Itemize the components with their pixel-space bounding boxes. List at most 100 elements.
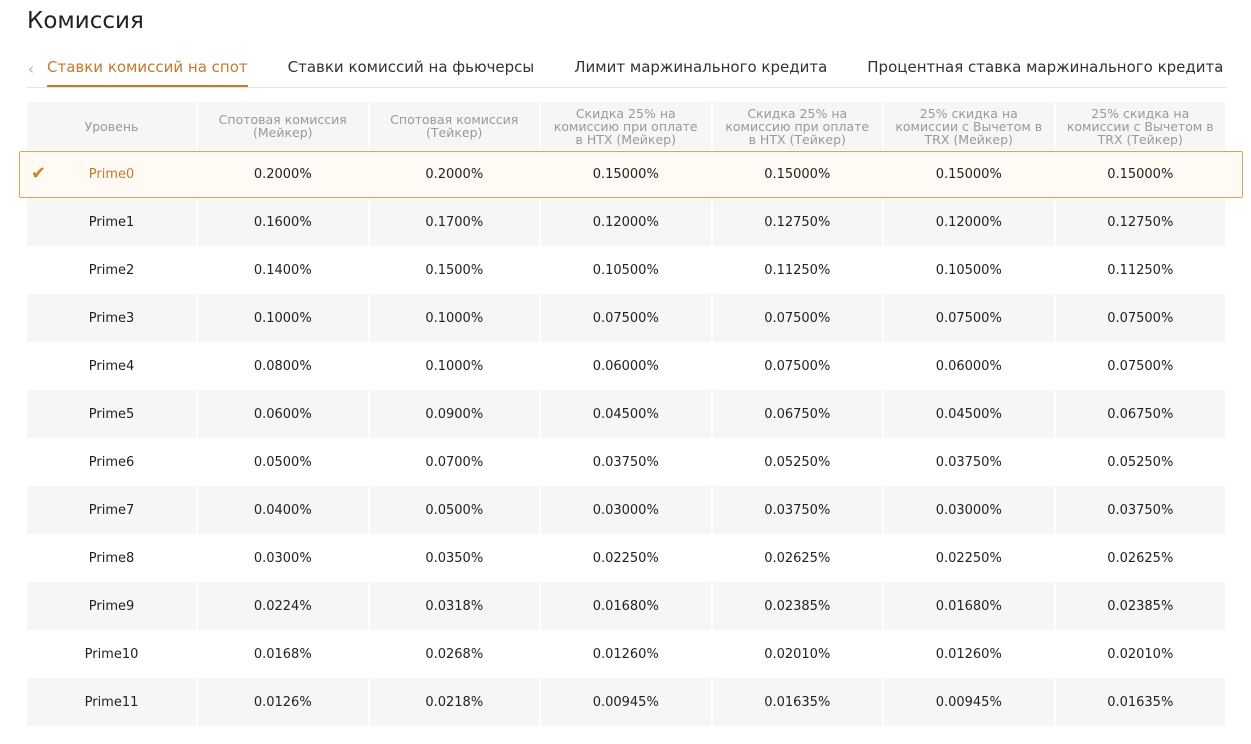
fee-cell: 0.03750%: [712, 486, 882, 534]
fee-cell: 0.04500%: [884, 390, 1054, 438]
fee-cell: 0.0224%: [198, 582, 368, 630]
fee-cell: 0.0800%: [253, 358, 312, 374]
fee-cell: 0.10500%: [935, 262, 1002, 278]
level-cell: Prime2: [88, 262, 135, 278]
fee-cell: 0.05250%: [1107, 454, 1174, 470]
fee-cell: 0.00945%: [884, 678, 1054, 726]
column-header: Скидка 25% на комиссию при оплате в HTX …: [712, 102, 882, 150]
fee-cell: 0.0218%: [369, 678, 539, 726]
fee-cell: 0.1600%: [198, 198, 368, 246]
fee-cell: 0.06750%: [1055, 390, 1225, 438]
fee-cell: 0.01635%: [1055, 678, 1225, 726]
fee-cell: 0.02010%: [1107, 646, 1174, 662]
fee-cell: 0.01680%: [541, 582, 711, 630]
fee-cell: 0.02385%: [712, 582, 882, 630]
level-cell: Prime6: [88, 454, 135, 470]
fee-cell: 0.02625%: [764, 550, 831, 566]
tab[interactable]: Ставки комиссий на спот: [47, 58, 248, 87]
column-header: Спотовая комиссия (Мейкер): [198, 102, 368, 150]
tab[interactable]: Процентная ставка маржинального кредита: [867, 58, 1224, 76]
fee-cell: 0.0268%: [425, 646, 484, 662]
fee-cell: 0.15000%: [1107, 166, 1174, 182]
fee-cell: 0.12750%: [712, 198, 882, 246]
level-cell: Prime11: [27, 678, 196, 726]
fee-cell: 0.03000%: [884, 486, 1054, 534]
fee-cell: 0.03750%: [935, 454, 1002, 470]
fee-cell: 0.01260%: [935, 646, 1002, 662]
fee-cell: 0.1700%: [369, 198, 539, 246]
column-header: Скидка 25% на комиссию при оплате в HTX …: [541, 102, 711, 150]
fee-cell: 0.07500%: [764, 358, 831, 374]
level-cell: Prime7: [27, 486, 196, 534]
fee-cell: 0.06750%: [712, 390, 882, 438]
fee-cell: 0.00945%: [541, 678, 711, 726]
fee-cell: 0.0900%: [369, 390, 539, 438]
fee-cell: 0.03750%: [1055, 486, 1225, 534]
fee-cell: 0.07500%: [1055, 294, 1225, 342]
level-cell: Prime3: [27, 294, 196, 342]
fee-cell: 0.01635%: [712, 678, 882, 726]
fee-cell: 0.12750%: [1055, 198, 1225, 246]
column-header: Спотовая комиссия (Тейкер): [369, 102, 539, 150]
fee-cell: 0.04500%: [541, 390, 711, 438]
fee-cell: 0.11250%: [1107, 262, 1174, 278]
selected-row-highlight: [19, 151, 1243, 198]
fee-cell: 0.1000%: [198, 294, 368, 342]
level-cell: Prime5: [27, 390, 196, 438]
fee-cell: 0.05250%: [764, 454, 831, 470]
fee-cell: 0.1000%: [369, 294, 539, 342]
column-header: 25% скидка на комиссии с Вычетом в TRX (…: [884, 102, 1054, 150]
fee-cell: 0.0168%: [253, 646, 312, 662]
fee-cell: 0.07500%: [1107, 358, 1174, 374]
level-cell: Prime10: [84, 646, 139, 662]
fee-cell: 0.0318%: [369, 582, 539, 630]
fee-cell: 0.0300%: [253, 550, 312, 566]
tab-divider: [27, 87, 1227, 88]
fee-cell: 0.11250%: [764, 262, 831, 278]
page-title: Комиссия: [27, 8, 144, 34]
fee-cell: 0.02010%: [764, 646, 831, 662]
fee-cell: 0.01680%: [884, 582, 1054, 630]
fee-cell: 0.07500%: [884, 294, 1054, 342]
level-cell: Prime1: [27, 198, 196, 246]
fee-cell: 0.15000%: [592, 166, 659, 182]
fee-cell: 0.2000%: [425, 166, 484, 182]
fee-cell: 0.07500%: [712, 294, 882, 342]
column-header: 25% скидка на комиссии с Вычетом в TRX (…: [1055, 102, 1225, 150]
fee-cell: 0.12000%: [541, 198, 711, 246]
fee-cell: 0.06000%: [935, 358, 1002, 374]
fee-cell: 0.0600%: [198, 390, 368, 438]
fee-cell: 0.1500%: [425, 262, 484, 278]
fee-cell: 0.02385%: [1055, 582, 1225, 630]
fee-cell: 0.06000%: [592, 358, 659, 374]
fee-cell: 0.03750%: [592, 454, 659, 470]
fee-cell: 0.0400%: [198, 486, 368, 534]
fee-cell: 0.02250%: [935, 550, 1002, 566]
fee-cell: 0.0500%: [369, 486, 539, 534]
fee-cell: 0.15000%: [935, 166, 1002, 182]
level-cell: Prime0: [88, 166, 135, 182]
tab[interactable]: Лимит маржинального кредита: [574, 58, 828, 76]
tab[interactable]: Ставки комиссий на фьючерсы: [287, 58, 535, 76]
fee-cell: 0.1000%: [425, 358, 484, 374]
fee-cell: 0.10500%: [592, 262, 659, 278]
level-cell: Prime9: [27, 582, 196, 630]
fee-cell: 0.02625%: [1107, 550, 1174, 566]
fee-cell: 0.15000%: [764, 166, 831, 182]
fee-cell: 0.0350%: [425, 550, 484, 566]
level-cell: Prime8: [88, 550, 135, 566]
fee-cell: 0.0700%: [425, 454, 484, 470]
level-cell: Prime4: [88, 358, 135, 374]
tab-next-arrow[interactable]: ›: [1216, 60, 1222, 78]
fee-cell: 0.12000%: [884, 198, 1054, 246]
tab-prev-arrow[interactable]: ‹: [28, 60, 34, 78]
fee-cell: 0.1400%: [253, 262, 312, 278]
fee-cell: 0.03000%: [541, 486, 711, 534]
fee-cell: 0.0126%: [198, 678, 368, 726]
selected-check-icon: ✔: [31, 163, 47, 184]
fee-cell: 0.01260%: [592, 646, 659, 662]
tab-bar: Ставки комиссий на спот Ставки комиссий н…: [47, 58, 1223, 87]
fee-cell: 0.2000%: [253, 166, 312, 182]
fee-cell: 0.07500%: [541, 294, 711, 342]
